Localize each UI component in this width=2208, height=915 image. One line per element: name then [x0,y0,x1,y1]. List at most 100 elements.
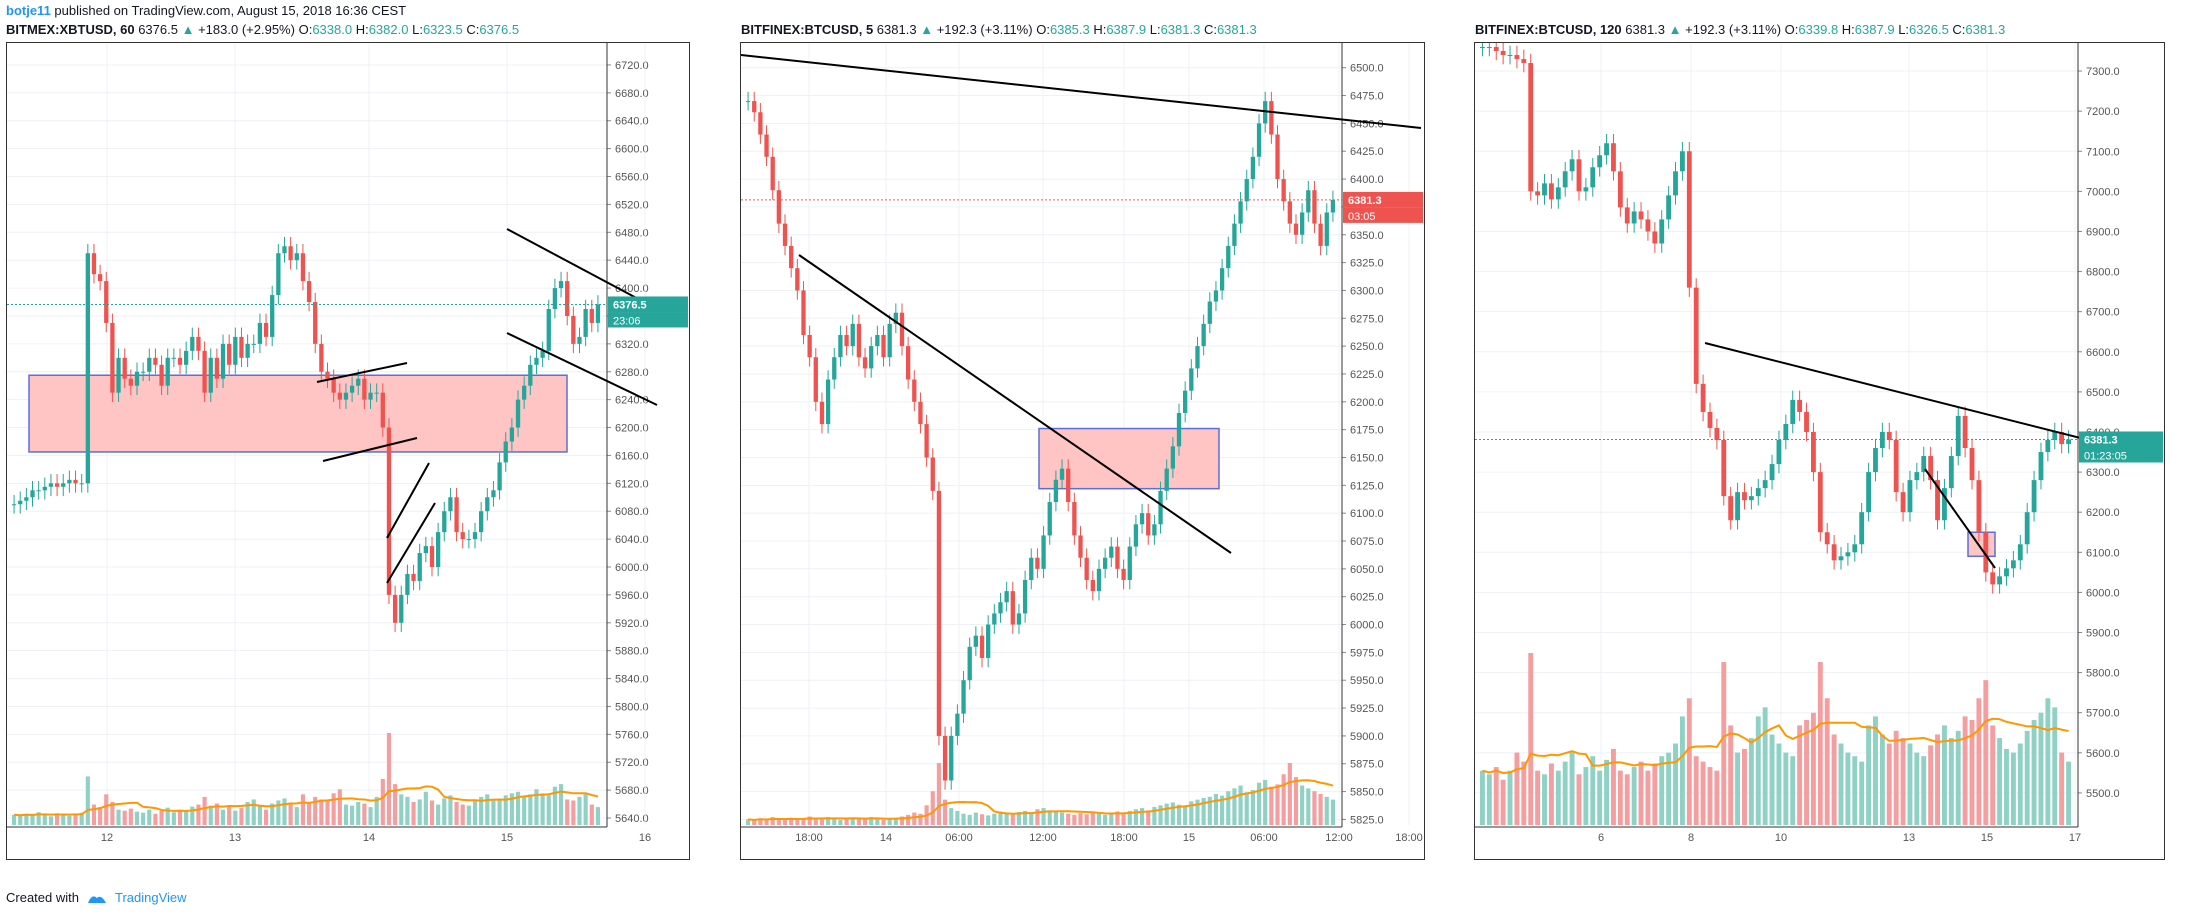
volume-bar [752,820,757,825]
volume-bar [1535,770,1541,825]
candle-body [1275,134,1280,180]
y-tick-label: 6175.0 [1350,425,1384,437]
volume-bar [472,799,478,825]
volume-bar [1250,790,1255,825]
candle-body [374,392,379,394]
y-tick-label: 5920.0 [615,618,649,630]
volume-bar [758,818,763,825]
volume-bar [546,795,551,825]
volume-bar [819,819,825,825]
volume-bar [856,819,861,825]
chart-1-canvas[interactable]: 6720.0 6680.0 6640.0 6600.0 6560.0 6520.0 6480… [7,43,689,859]
volume-bar [2004,748,2009,825]
candle-body [1287,201,1292,224]
candle-body [1306,190,1311,213]
y-tick-label: 6100.0 [2086,547,2120,559]
author-link[interactable]: botje11 [6,3,51,18]
tradingview-brand-link[interactable]: TradingView [114,890,187,905]
volume-bar [2038,712,2044,825]
candle-body [1928,456,1934,481]
volume-bar [1041,808,1046,825]
volume-bar [122,810,127,825]
volume-bar [1059,812,1065,825]
volume-bar [540,793,545,825]
volume-bar [1845,752,1851,825]
volume-bar [12,814,17,825]
y-tick-label: 6240.0 [615,395,649,407]
volume-bar [1213,794,1219,825]
volume-bar [1312,791,1317,825]
candle-body [1121,568,1126,580]
x-tick-label: 18:00 [1395,832,1423,844]
candle-body [1624,207,1630,224]
candle-body [1811,431,1816,473]
chart-3-change: +192.3 (+3.11%) [1685,22,1782,37]
volume-bar [1576,774,1582,825]
candle-body [24,497,29,501]
candle-body [1921,456,1927,473]
candle-body [479,511,484,533]
chart-2-canvas[interactable]: 6500.06475.06450.06425.06400.06375.06350… [741,43,1424,859]
chart-2-high: 6387.9 [1106,22,1147,37]
volume-bar [1638,761,1644,825]
y-tick-label: 6125.0 [1350,480,1384,492]
volume-bar [411,802,416,825]
chart-2-symbol: BITFINEX:BTCUSD, 5 [741,22,874,37]
y-tick-label: 6000.0 [615,562,649,574]
y-tick-label: 5500.0 [2086,788,2120,800]
volume-bar [912,812,917,825]
volume-bar [1631,767,1637,825]
candle-body [850,323,855,347]
candle-body [1096,568,1102,592]
candle-body [869,346,874,369]
volume-bar [1893,730,1899,825]
volume-bar [98,807,103,825]
candle-body [534,357,539,365]
volume-bar [1121,813,1126,825]
chart-1-panel[interactable]: 6720.0 6680.0 6640.0 6600.0 6560.0 6520.0 6480… [6,42,690,860]
x-tick-label: 12 [101,832,113,844]
candle-body [979,635,985,658]
volume-bar [429,800,435,825]
candle-body [1299,212,1305,235]
trend-line [506,228,658,310]
volume-bar [1480,770,1485,825]
volume-bar [1244,792,1249,825]
candle-body [1748,496,1754,501]
volume-bar [1115,811,1120,825]
candle-body [912,379,917,402]
volume-bar [967,814,972,825]
volume-bar [1762,707,1768,825]
candle-body [752,101,757,113]
volume-bar [1528,653,1534,825]
volume-bar [887,819,892,825]
volume-bar [270,803,275,825]
chart-2-panel[interactable]: 6500.06475.06450.06425.06400.06375.06350… [740,42,1425,860]
volume-bar [36,812,41,825]
volume-bar [386,733,392,825]
volume-bar [881,819,886,825]
y-tick-label: 6600.0 [615,144,649,156]
candle-body [1146,513,1151,536]
candle-body [795,268,800,291]
chart-3-canvas[interactable]: 7300.0 7200.0 7100.0 7000.0 6900.0 6800.0 6700… [1475,43,2164,859]
volume-bar [368,807,373,825]
x-tick-label: 13 [229,832,241,844]
chart-3-panel[interactable]: 7300.0 7200.0 7100.0 7000.0 6900.0 6800.0 6700… [1474,42,2165,860]
candle-body [392,594,398,623]
candle-body [856,323,862,358]
y-tick-label: 6120.0 [615,478,649,490]
x-tick-label: 15 [501,832,513,844]
candle-body [1914,472,1920,481]
candle-body [813,357,818,402]
volume-bar [1817,662,1823,825]
volume-bar [1997,738,2003,825]
x-tick-label: 18:00 [795,832,823,844]
volume-bar [746,819,751,825]
y-tick-label: 6200.0 [2086,507,2120,519]
volume-bar [1617,770,1623,825]
volume-bar [955,810,960,825]
volume-bar [1493,767,1499,825]
candle-body [91,253,97,275]
trend-line [322,437,418,462]
